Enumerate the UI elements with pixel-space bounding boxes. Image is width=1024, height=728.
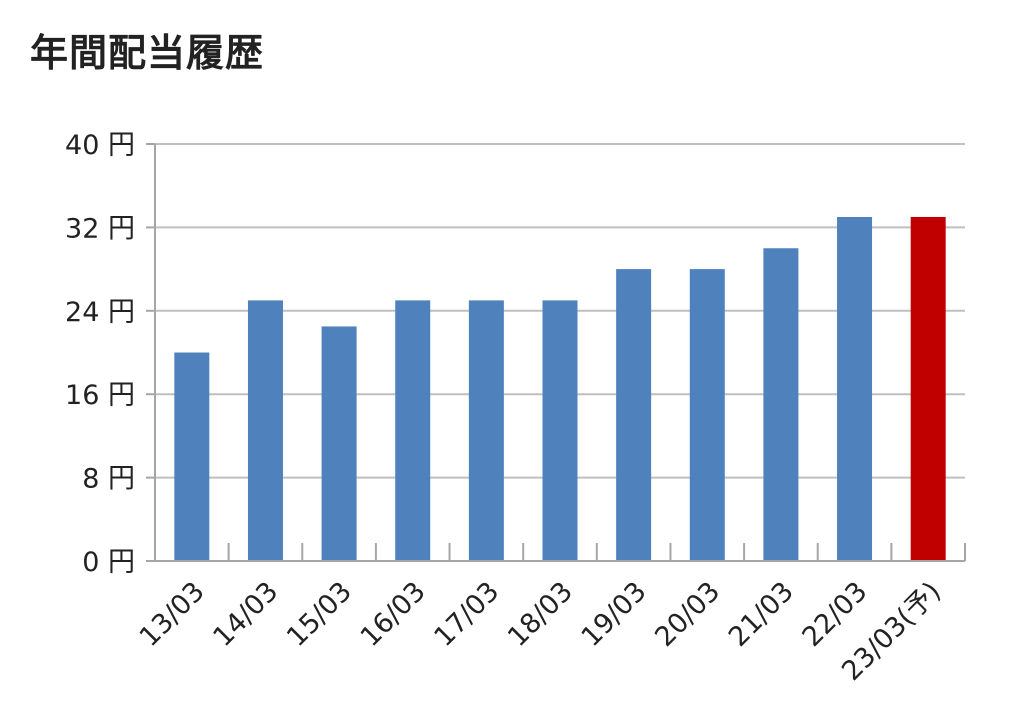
x-tick-label: 16/03 (355, 576, 432, 653)
x-tick-label: 21/03 (723, 576, 800, 653)
bar (468, 300, 504, 561)
x-tick-label: 15/03 (281, 576, 358, 653)
x-tick-label: 13/03 (134, 576, 211, 653)
bar (395, 300, 431, 561)
bar-forecast (910, 216, 946, 561)
bar (542, 300, 578, 561)
bar (689, 269, 725, 561)
bar (321, 326, 357, 561)
x-tick-label: 19/03 (576, 576, 653, 653)
x-tick-label: 17/03 (428, 576, 505, 653)
bar (247, 300, 283, 561)
x-tick-label: 18/03 (502, 576, 579, 653)
x-tick-label: 20/03 (649, 576, 726, 653)
bar (837, 216, 873, 561)
y-tick-label: 24 円 (65, 297, 135, 328)
x-tick-label: 14/03 (207, 576, 284, 653)
bar (763, 248, 799, 561)
y-tick-label: 40 円 (65, 130, 135, 161)
y-tick-label: 16 円 (65, 380, 135, 411)
y-tick-labels: 0 円 8 円 16 円 24 円 32 円 40 円 (65, 130, 135, 578)
x-tick-labels: 13/0314/0315/0316/0317/0318/0319/0320/03… (134, 576, 947, 687)
y-tick-label: 32 円 (65, 213, 135, 244)
y-tick-label: 0 円 (82, 547, 135, 578)
bar (616, 269, 652, 561)
chart-title: 年間配当履歴 (30, 31, 265, 75)
bars (174, 216, 946, 561)
axes (146, 143, 966, 562)
bar (174, 352, 210, 561)
y-tick-label: 8 円 (82, 464, 135, 495)
